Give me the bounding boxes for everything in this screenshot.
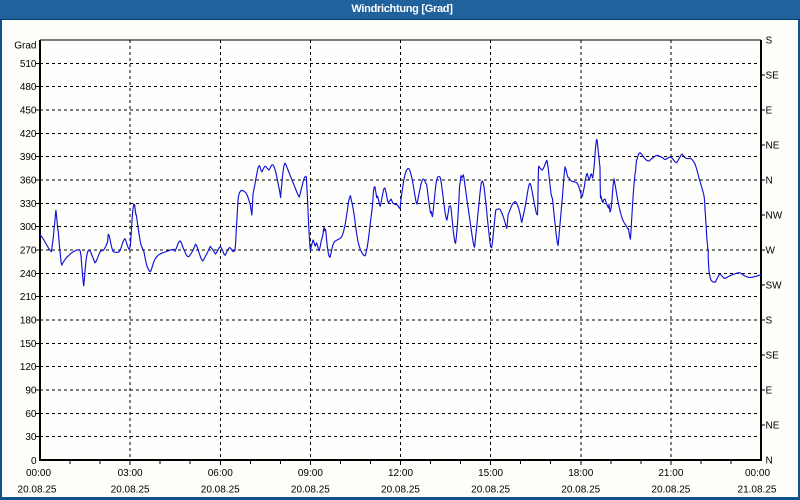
svg-text:20.08.25: 20.08.25 [291, 485, 330, 496]
svg-text:18:00: 18:00 [568, 468, 593, 479]
svg-text:00:00: 00:00 [745, 468, 770, 479]
svg-text:450: 450 [20, 106, 37, 117]
svg-text:270: 270 [20, 246, 37, 257]
svg-text:90: 90 [25, 386, 37, 397]
svg-text:NE: NE [766, 141, 780, 152]
svg-text:12:00: 12:00 [388, 468, 413, 479]
svg-text:210: 210 [20, 292, 37, 303]
svg-text:60: 60 [25, 409, 37, 420]
svg-text:240: 240 [20, 269, 37, 280]
svg-text:S: S [766, 316, 773, 327]
svg-text:SE: SE [766, 351, 780, 362]
svg-text:15:00: 15:00 [478, 468, 503, 479]
svg-text:20.08.25: 20.08.25 [381, 485, 420, 496]
svg-text:0: 0 [31, 456, 37, 467]
svg-text:21:00: 21:00 [658, 468, 683, 479]
svg-text:480: 480 [20, 82, 37, 93]
svg-text:W: W [766, 246, 776, 257]
svg-text:09:00: 09:00 [298, 468, 323, 479]
svg-text:150: 150 [20, 339, 37, 350]
svg-text:510: 510 [20, 59, 37, 70]
svg-text:360: 360 [20, 176, 37, 187]
svg-text:E: E [766, 386, 773, 397]
svg-text:20.08.25: 20.08.25 [471, 485, 510, 496]
svg-text:NW: NW [766, 211, 783, 222]
svg-text:N: N [766, 176, 773, 187]
svg-text:00:00: 00:00 [26, 468, 51, 479]
svg-text:NE: NE [766, 421, 780, 432]
svg-text:06:00: 06:00 [208, 468, 233, 479]
svg-text:330: 330 [20, 199, 37, 210]
svg-text:180: 180 [20, 316, 37, 327]
svg-text:N: N [766, 456, 773, 467]
svg-text:20.08.25: 20.08.25 [18, 485, 57, 496]
svg-text:21.08.25: 21.08.25 [738, 485, 777, 496]
svg-text:20.08.25: 20.08.25 [651, 485, 690, 496]
svg-text:SW: SW [766, 281, 783, 292]
svg-text:30: 30 [25, 432, 37, 443]
svg-text:S: S [766, 36, 773, 47]
svg-text:420: 420 [20, 129, 37, 140]
svg-text:120: 120 [20, 362, 37, 373]
svg-text:E: E [766, 106, 773, 117]
svg-text:390: 390 [20, 152, 37, 163]
svg-text:Grad: Grad [14, 41, 36, 52]
svg-text:20.08.25: 20.08.25 [201, 485, 240, 496]
svg-text:300: 300 [20, 222, 37, 233]
svg-text:03:00: 03:00 [118, 468, 143, 479]
svg-text:20.08.25: 20.08.25 [561, 485, 600, 496]
svg-text:SE: SE [766, 71, 780, 82]
svg-text:20.08.25: 20.08.25 [111, 485, 150, 496]
